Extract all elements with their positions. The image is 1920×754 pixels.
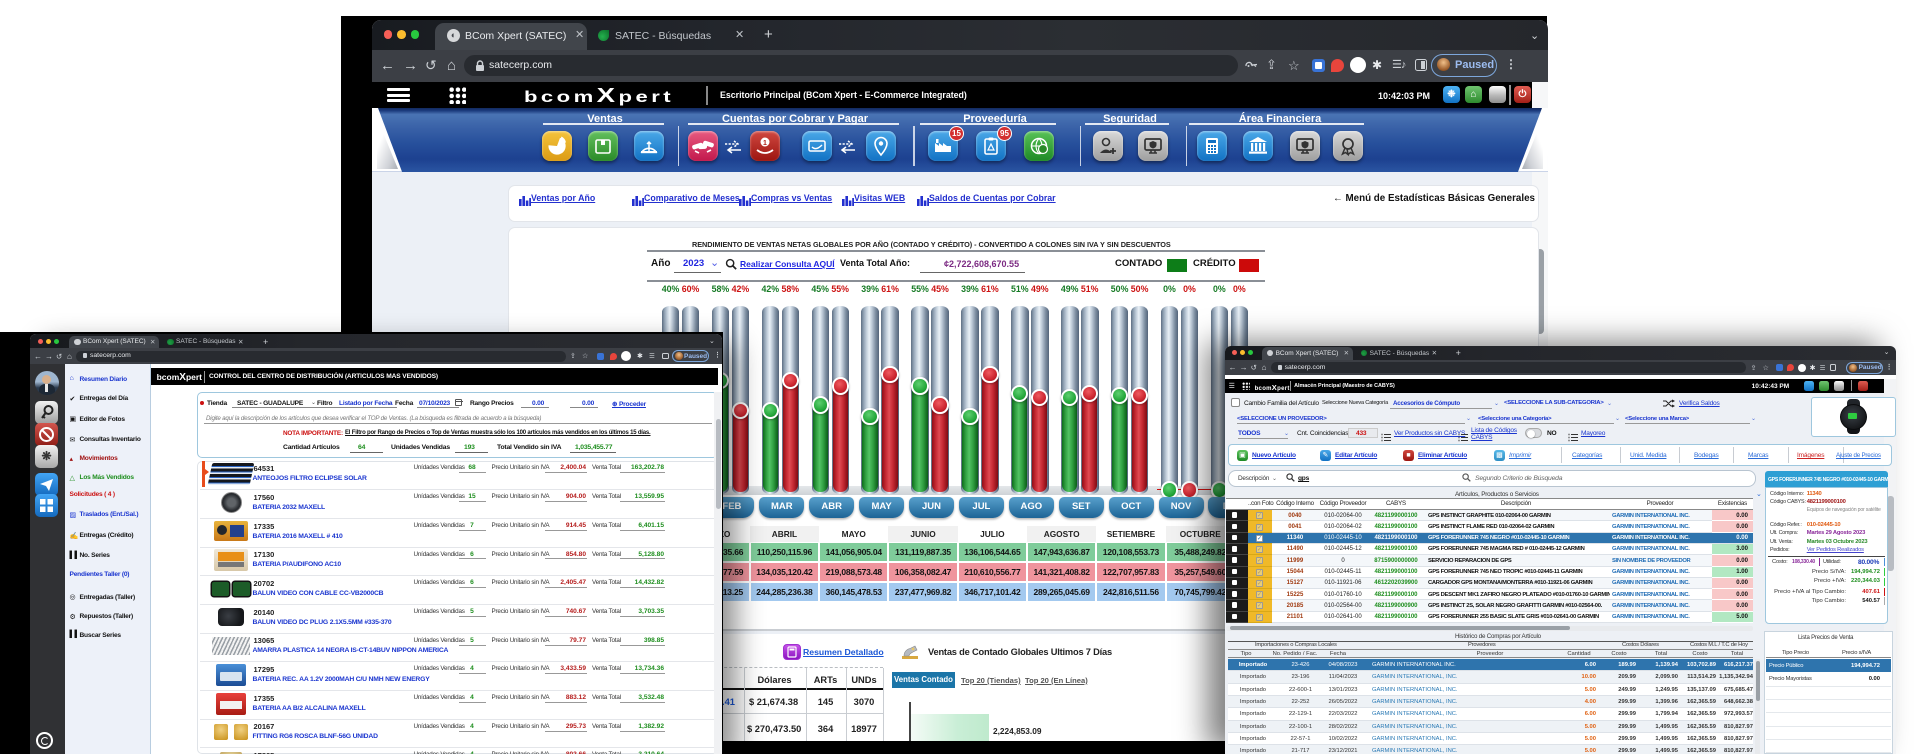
- svg-text:1: 1: [763, 140, 767, 147]
